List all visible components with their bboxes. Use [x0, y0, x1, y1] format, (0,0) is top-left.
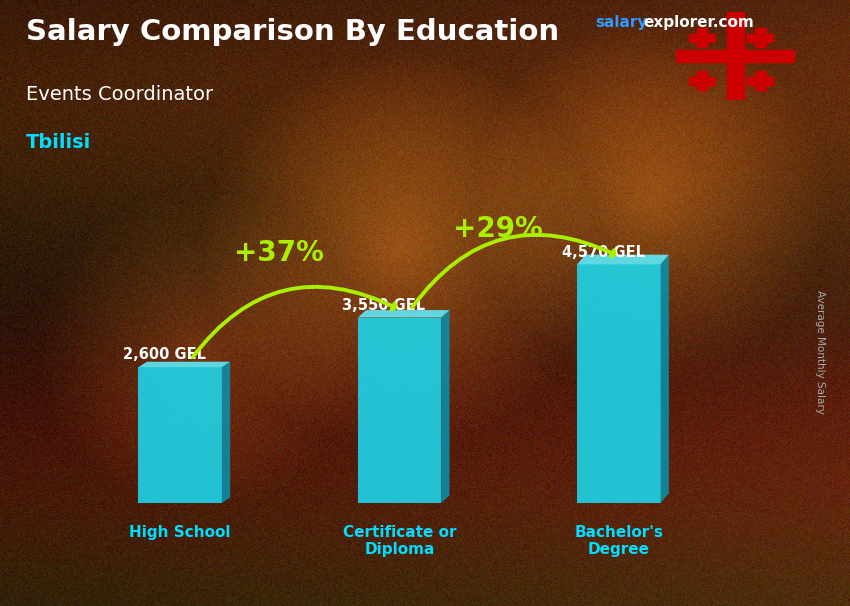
- Bar: [755, 28, 766, 47]
- Bar: [358, 318, 441, 503]
- Polygon shape: [441, 310, 450, 503]
- Bar: [689, 77, 715, 85]
- Bar: [755, 71, 766, 90]
- Text: High School: High School: [129, 525, 231, 540]
- Polygon shape: [139, 362, 230, 367]
- Text: Events Coordinator: Events Coordinator: [26, 85, 212, 104]
- Polygon shape: [358, 310, 450, 318]
- Text: salary: salary: [595, 15, 648, 30]
- Bar: [727, 12, 744, 100]
- Text: Average Monthly Salary: Average Monthly Salary: [815, 290, 825, 413]
- Bar: [697, 28, 707, 47]
- Text: Certificate or
Diploma: Certificate or Diploma: [343, 525, 456, 558]
- Bar: [697, 71, 707, 90]
- Text: Bachelor's
Degree: Bachelor's Degree: [575, 525, 663, 558]
- Bar: [577, 264, 660, 503]
- Text: 4,570 GEL: 4,570 GEL: [562, 245, 645, 259]
- Text: +37%: +37%: [234, 239, 324, 267]
- Bar: [747, 34, 774, 42]
- Text: Tbilisi: Tbilisi: [26, 133, 91, 152]
- Polygon shape: [577, 255, 669, 264]
- Polygon shape: [222, 362, 230, 503]
- Bar: [747, 77, 774, 85]
- Bar: [139, 367, 222, 503]
- Text: Salary Comparison By Education: Salary Comparison By Education: [26, 18, 558, 46]
- Bar: [689, 34, 715, 42]
- Text: explorer.com: explorer.com: [643, 15, 754, 30]
- Text: 3,550 GEL: 3,550 GEL: [343, 298, 426, 313]
- Polygon shape: [660, 255, 669, 503]
- Bar: [676, 50, 795, 62]
- Text: +29%: +29%: [453, 215, 543, 243]
- Text: 2,600 GEL: 2,600 GEL: [123, 347, 206, 362]
